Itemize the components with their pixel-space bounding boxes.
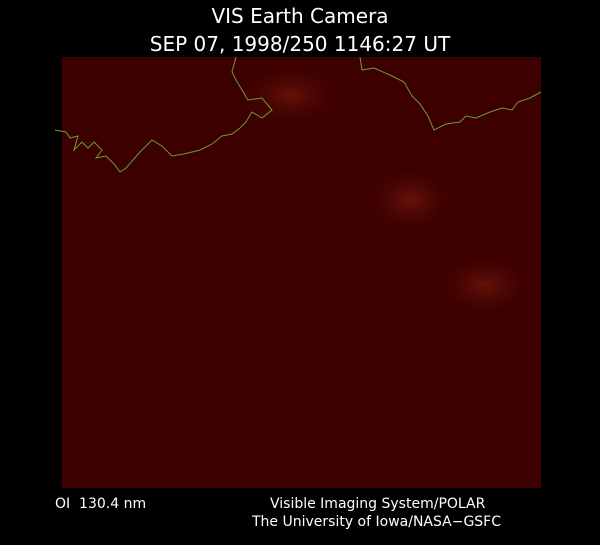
institution-label: The University of Iowa/NASA−GSFC: [251, 514, 501, 530]
aurora-glow: [430, 250, 540, 320]
coastline: [54, 56, 273, 173]
timestamp: SEP 07, 1998/250 1146:27 UT: [150, 32, 451, 56]
filter-label: OI 130.4 nm: [55, 496, 146, 512]
coastline: [359, 56, 542, 131]
aurora-glow: [230, 60, 350, 130]
title: VIS Earth Camera: [211, 4, 388, 28]
instrument-label: Visible Imaging System/POLAR: [270, 496, 486, 512]
earth-image: [54, 56, 542, 488]
aurora-glow: [360, 160, 460, 240]
